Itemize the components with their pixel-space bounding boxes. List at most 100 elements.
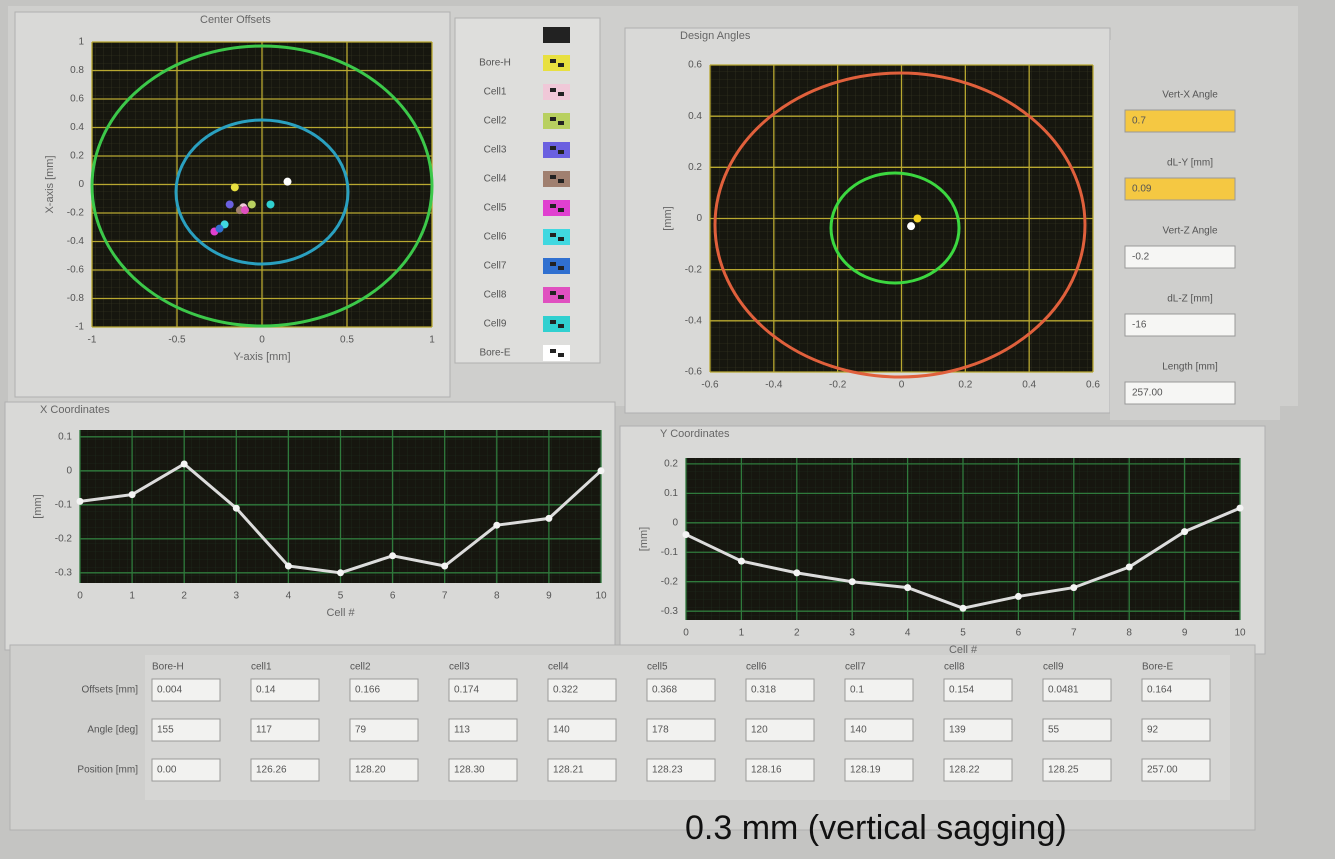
value-text: 140 xyxy=(850,725,867,736)
point xyxy=(181,461,188,468)
value-text: 178 xyxy=(652,725,669,736)
value-text: 79 xyxy=(355,725,367,736)
row-label: Angle [deg] xyxy=(87,725,138,736)
y-tick-label: -0.6 xyxy=(67,265,85,276)
chart-title: Y Coordinates xyxy=(660,428,730,440)
point xyxy=(598,467,605,474)
x-tick-label: 1 xyxy=(739,628,745,639)
value-text: 128.25 xyxy=(1048,765,1079,776)
x-tick-label: -0.4 xyxy=(765,380,783,391)
y-tick-label: -0.2 xyxy=(685,264,703,275)
value-text: 0.0481 xyxy=(1048,685,1079,696)
legend-swatch xyxy=(543,345,570,361)
chart-title: Center Offsets xyxy=(200,14,271,26)
value-text: 0.174 xyxy=(454,685,479,696)
x-tick-label: 5 xyxy=(338,591,344,602)
point xyxy=(1237,505,1244,512)
legend-check xyxy=(558,208,564,212)
y-tick-label: 0.4 xyxy=(70,122,84,133)
x-tick-label: 0 xyxy=(683,628,689,639)
point xyxy=(226,200,234,208)
legend-swatch xyxy=(543,27,570,43)
y-tick-label: 0.2 xyxy=(70,151,84,162)
point xyxy=(683,531,690,538)
point xyxy=(913,215,921,223)
value-text: 128.30 xyxy=(454,765,485,776)
y-tick-label: 0.2 xyxy=(664,459,678,470)
point xyxy=(904,584,911,591)
value-text: 0.164 xyxy=(1147,685,1172,696)
legend-label: Cell2 xyxy=(484,116,507,127)
legend-check xyxy=(558,266,564,270)
point xyxy=(793,569,800,576)
value-text: 117 xyxy=(256,725,272,736)
x-tick-label: 4 xyxy=(286,591,292,602)
x-tick-label: 0 xyxy=(259,335,265,346)
column-header: cell5 xyxy=(647,662,668,673)
y-axis-label: [mm] xyxy=(662,206,674,230)
legend-swatch xyxy=(543,142,570,158)
value-text: 0.154 xyxy=(949,685,974,696)
legend-check xyxy=(550,59,556,63)
page: {"chart_data":[ {"type":"scatter","title… xyxy=(0,0,1335,859)
point xyxy=(545,515,552,522)
legend-swatch xyxy=(543,171,570,187)
x-tick-label: 1 xyxy=(129,591,135,602)
value-text: 140 xyxy=(553,725,570,736)
x-tick-label: 7 xyxy=(442,591,448,602)
control-label: Vert-Z Angle xyxy=(1162,226,1217,237)
column-header: cell6 xyxy=(746,662,767,673)
y-tick-label: -0.1 xyxy=(55,499,73,510)
control-label: dL-Y [mm] xyxy=(1167,158,1213,169)
control-value: 257.00 xyxy=(1132,388,1163,399)
column-header: Bore-E xyxy=(1142,662,1173,673)
point xyxy=(241,206,249,214)
x-tick-label: 4 xyxy=(905,628,911,639)
legend-label: Cell8 xyxy=(484,290,507,301)
value-text: 0.00 xyxy=(157,765,177,776)
legend-check xyxy=(550,233,556,237)
legend-check xyxy=(550,349,556,353)
column-header: cell8 xyxy=(944,662,965,673)
point xyxy=(389,552,396,559)
legend-swatch xyxy=(543,200,570,216)
column-header: Bore-H xyxy=(152,662,184,673)
legend-check xyxy=(558,92,564,96)
y-tick-label: -0.3 xyxy=(661,606,679,617)
value-text: 0.1 xyxy=(850,685,864,696)
legend-label: Cell7 xyxy=(484,261,507,272)
x-axis-label: Y-axis [mm] xyxy=(233,351,290,363)
point xyxy=(284,178,292,186)
x-tick-label: 0 xyxy=(77,591,83,602)
value-text: 120 xyxy=(751,725,768,736)
value-text: 0.368 xyxy=(652,685,677,696)
x-tick-label: -1 xyxy=(88,335,97,346)
y-tick-label: -0.4 xyxy=(67,236,85,247)
control-value: -16 xyxy=(1132,320,1147,331)
y-tick-label: -0.1 xyxy=(661,547,679,558)
value-text: 126.26 xyxy=(256,765,287,776)
legend-check xyxy=(550,262,556,266)
x-tick-label: 9 xyxy=(546,591,552,602)
x-tick-label: 6 xyxy=(1016,628,1022,639)
control-label: dL-Z [mm] xyxy=(1167,294,1213,305)
legend-label: Cell5 xyxy=(484,203,507,214)
x-tick-label: 0.5 xyxy=(340,335,354,346)
x-tick-label: 3 xyxy=(234,591,240,602)
x-tick-label: 1 xyxy=(429,335,435,346)
legend-label: Bore-E xyxy=(479,348,510,359)
value-text: 0.318 xyxy=(751,685,776,696)
point xyxy=(248,200,256,208)
y-tick-label: -0.2 xyxy=(55,533,73,544)
y-tick-label: -0.3 xyxy=(55,567,73,578)
x-tick-label: 0.4 xyxy=(1022,380,1036,391)
x-tick-label: 10 xyxy=(1234,628,1246,639)
legend-swatch xyxy=(543,287,570,303)
x-tick-label: 10 xyxy=(595,591,607,602)
y-tick-label: -0.6 xyxy=(685,367,703,378)
value-text: 128.19 xyxy=(850,765,881,776)
point xyxy=(849,578,856,585)
y-tick-label: 0 xyxy=(672,517,678,528)
legend-check xyxy=(558,237,564,241)
legend-check xyxy=(550,146,556,150)
